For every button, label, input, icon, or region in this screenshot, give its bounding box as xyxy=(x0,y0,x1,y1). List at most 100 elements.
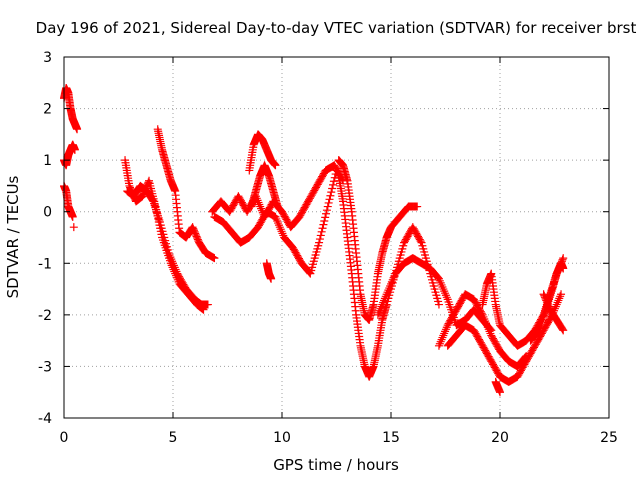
data-point xyxy=(533,328,542,337)
data-point xyxy=(441,325,450,334)
data-point xyxy=(479,312,488,321)
y-tick-label: 3 xyxy=(43,50,52,66)
data-point xyxy=(416,237,425,246)
x-tick-label: 20 xyxy=(491,430,509,446)
data-point xyxy=(442,323,451,332)
data-point xyxy=(538,316,547,325)
data-point xyxy=(377,302,386,311)
data-point xyxy=(547,287,556,296)
series-track-t xyxy=(526,259,568,345)
data-point xyxy=(481,317,490,326)
data-point xyxy=(151,205,160,214)
data-point xyxy=(434,300,443,309)
data-point xyxy=(152,207,161,216)
data-point xyxy=(556,292,565,301)
data-point xyxy=(477,309,486,318)
data-point xyxy=(482,319,491,328)
data-point xyxy=(559,326,568,335)
data-point xyxy=(171,265,180,274)
data-point xyxy=(271,212,280,221)
data-point xyxy=(478,310,487,319)
data-point xyxy=(442,293,451,302)
data-point xyxy=(435,339,444,348)
data-point xyxy=(317,227,326,236)
data-point xyxy=(387,277,396,286)
data-point xyxy=(275,223,284,232)
data-point xyxy=(374,308,383,317)
data-point xyxy=(553,298,562,307)
data-point xyxy=(70,145,79,154)
data-point xyxy=(278,229,287,238)
series-track-d xyxy=(69,223,78,232)
data-point xyxy=(483,323,492,332)
data-point xyxy=(385,284,394,293)
data-point xyxy=(558,325,567,334)
data-point xyxy=(328,184,337,193)
data-point xyxy=(153,211,162,220)
tick-labels: 0 5 10 15 20 25 -4 -3 -2 -1 0 1 2 3 xyxy=(38,50,618,446)
data-point xyxy=(535,326,544,335)
data-point xyxy=(375,306,384,315)
data-point xyxy=(440,329,449,338)
series-track-k xyxy=(247,161,282,211)
data-point xyxy=(437,335,446,344)
data-point xyxy=(551,302,560,311)
data-point xyxy=(413,202,422,211)
data-point xyxy=(321,213,330,222)
data-point xyxy=(322,209,331,218)
data-point xyxy=(480,314,489,323)
data-point xyxy=(210,254,219,263)
data-point xyxy=(170,263,179,272)
plot-frame xyxy=(63,56,610,419)
data-point xyxy=(322,206,331,215)
data-point xyxy=(165,251,174,260)
data-point xyxy=(277,227,286,236)
data-point xyxy=(434,341,443,350)
data-point xyxy=(388,275,397,284)
data-point xyxy=(376,304,385,313)
data-point xyxy=(539,313,548,322)
data-point xyxy=(441,289,450,298)
data-point xyxy=(166,253,175,262)
x-tick-label: 0 xyxy=(60,430,69,446)
y-tick-label: 0 xyxy=(43,205,52,221)
data-point xyxy=(69,223,78,232)
data-point xyxy=(557,290,566,299)
series-track-i xyxy=(210,166,341,278)
data-point xyxy=(323,202,332,211)
y-tick-label: -4 xyxy=(38,411,52,427)
data-point xyxy=(438,333,447,342)
data-layer xyxy=(60,83,568,397)
series-track-s xyxy=(491,377,504,397)
data-point xyxy=(273,202,282,211)
x-tick-label: 10 xyxy=(273,430,291,446)
data-point xyxy=(380,294,389,303)
data-point xyxy=(203,300,212,309)
data-point xyxy=(539,311,548,320)
data-point xyxy=(537,318,546,327)
data-point xyxy=(73,125,82,134)
data-point xyxy=(387,279,395,288)
data-point xyxy=(381,292,390,301)
data-point xyxy=(438,283,447,292)
ticks xyxy=(63,56,610,419)
data-point xyxy=(486,329,495,338)
data-point xyxy=(555,294,564,303)
x-axis-title: GPS time / hours xyxy=(273,456,399,474)
y-tick-label: -3 xyxy=(38,359,52,375)
data-point xyxy=(273,216,282,225)
data-point xyxy=(540,309,549,318)
x-tick-label: 5 xyxy=(169,430,178,446)
data-point xyxy=(436,337,445,346)
data-point xyxy=(389,273,398,282)
data-point xyxy=(150,199,159,208)
data-point xyxy=(536,322,545,331)
y-tick-label: 2 xyxy=(43,102,52,118)
series-track-l xyxy=(262,259,276,283)
data-point xyxy=(380,296,389,305)
data-point xyxy=(272,214,281,223)
data-point xyxy=(318,224,327,233)
y-tick-label: -2 xyxy=(38,308,52,324)
data-point xyxy=(271,161,280,170)
